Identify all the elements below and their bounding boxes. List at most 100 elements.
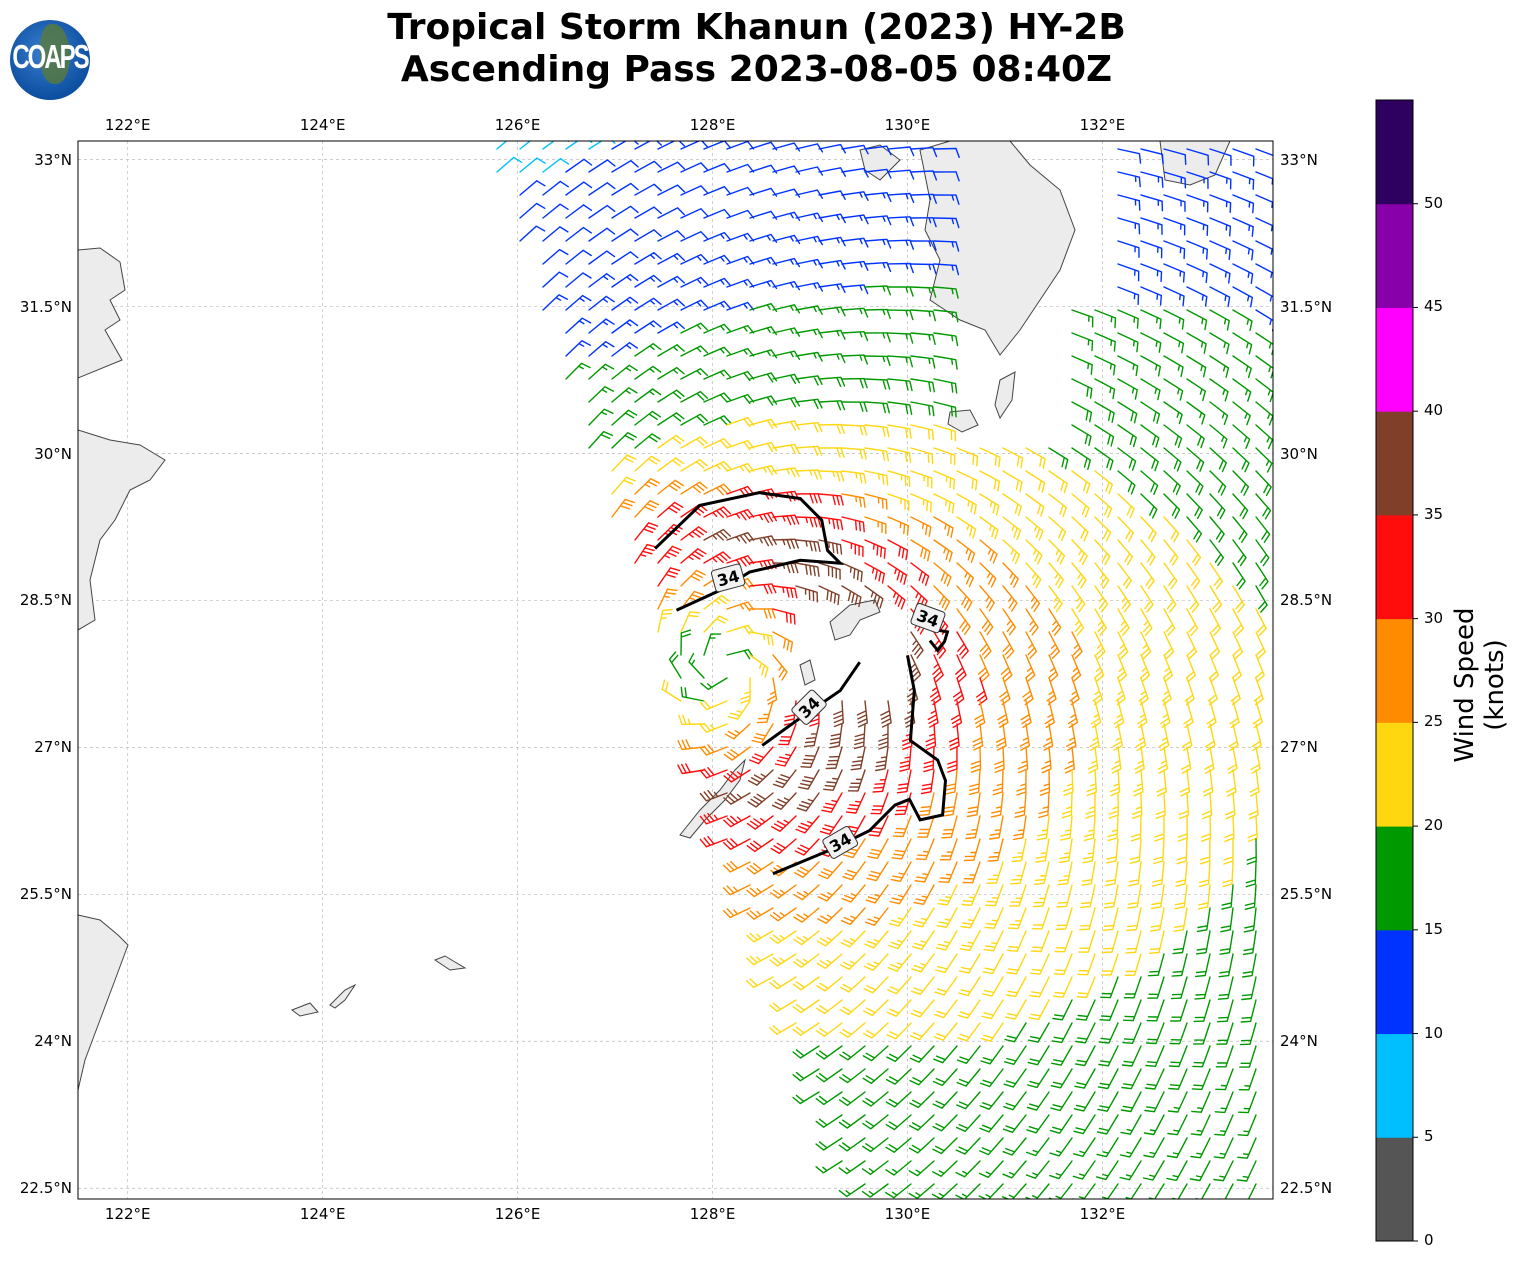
wind-barb <box>1144 1068 1165 1090</box>
colorbar-bin <box>1376 826 1413 931</box>
wind-barb <box>956 1068 981 1087</box>
wind-barb <box>1143 1114 1165 1136</box>
wind-barb <box>657 344 685 357</box>
wind-barb <box>968 769 981 796</box>
wind-barb <box>899 746 912 772</box>
wind-barb <box>933 194 960 205</box>
contour-label-box <box>791 689 827 725</box>
wind-barb <box>1092 677 1103 706</box>
wind-barb <box>866 861 889 882</box>
wind-barb <box>864 516 887 535</box>
colorbar-tick: 10 <box>1424 1023 1444 1042</box>
lat-tick-left: 31.5°N <box>19 297 72 316</box>
wind-barb <box>703 369 732 380</box>
wind-barb <box>1002 1183 1027 1199</box>
wind-barb <box>932 654 944 683</box>
lat-tick-right: 24°N <box>1280 1032 1318 1051</box>
colorbar-tick: 35 <box>1424 504 1444 523</box>
wind-barb <box>887 562 908 585</box>
wind-barb <box>611 251 639 265</box>
wind-barb <box>817 884 843 902</box>
wind-barb <box>933 171 960 182</box>
wind-barb <box>634 410 661 426</box>
wind-barb <box>818 470 845 482</box>
wind-barb <box>746 815 774 830</box>
wind-barb <box>792 1068 820 1082</box>
lat-tick-left: 30°N <box>34 444 72 463</box>
wind-barb <box>1048 585 1063 613</box>
wind-barb <box>1121 1068 1142 1090</box>
wind-barb <box>726 141 755 150</box>
wind-barb <box>723 746 751 761</box>
wind-barb <box>1220 907 1234 933</box>
wind-barb <box>1017 746 1029 774</box>
wind-barb <box>864 907 889 926</box>
wind-barb <box>864 332 891 343</box>
wind-barb <box>795 351 823 362</box>
wind-barb <box>841 585 862 608</box>
wind-barb <box>933 516 954 538</box>
wind-barb <box>1147 976 1165 999</box>
lon-tick-bottom: 128°E <box>689 1205 736 1223</box>
wind-barb <box>818 516 844 531</box>
wind-barb <box>910 562 930 586</box>
wind-barb <box>892 815 912 838</box>
wind-barb <box>703 323 732 334</box>
wind-barb <box>1032 884 1050 908</box>
wind-barb <box>886 999 912 1017</box>
colorbar-bin <box>1376 618 1413 723</box>
wind-barb <box>1117 263 1140 282</box>
wind-barb <box>910 539 931 562</box>
wind-barb <box>862 1022 889 1039</box>
wind-barb <box>726 532 755 544</box>
wind-barb <box>1255 516 1271 543</box>
wind-barb <box>838 1183 866 1198</box>
wind-barb <box>887 286 914 297</box>
wind-barb <box>1209 585 1223 613</box>
wind-barb <box>1186 240 1208 260</box>
wind-barb <box>1140 470 1159 495</box>
wind-barb <box>565 158 593 173</box>
wind-barb <box>749 654 769 678</box>
wind-barb <box>1071 332 1094 352</box>
wind-barb <box>1185 654 1196 683</box>
wind-barb <box>992 769 1004 796</box>
wind-barb <box>703 595 731 610</box>
wind-barb <box>1072 1160 1096 1180</box>
wind-barb <box>961 884 981 906</box>
wind-barb <box>1025 608 1039 636</box>
wind-barb <box>749 418 778 429</box>
wind-barb <box>979 631 992 659</box>
wind-barb <box>1189 1160 1211 1182</box>
wind-barb <box>657 545 682 564</box>
wind-barb <box>933 401 957 418</box>
wind-barb <box>1115 677 1126 706</box>
wind-barb <box>746 976 774 989</box>
wind-barb <box>722 860 751 873</box>
wind-barb <box>749 303 778 313</box>
wind-barb <box>887 953 912 972</box>
wind-barb <box>864 562 885 584</box>
wind-barb <box>1072 1137 1096 1157</box>
wind-barb <box>1237 1114 1257 1137</box>
contour-label: 34 <box>710 563 746 593</box>
wind-barb <box>1163 378 1184 401</box>
colorbar-bin <box>1376 203 1413 308</box>
colorbar-tick: 20 <box>1424 816 1444 835</box>
wind-barb <box>1163 263 1185 283</box>
wind-barb <box>1117 424 1137 448</box>
wind-barb <box>841 307 869 318</box>
wind-barb <box>910 309 936 322</box>
wind-barb <box>978 1160 1004 1178</box>
wind-barb <box>1173 907 1188 932</box>
wind-barb <box>1177 815 1188 842</box>
wind-barb <box>1025 1183 1050 1199</box>
wind-barb <box>1163 424 1183 448</box>
wind-barb <box>1074 1045 1096 1067</box>
wind-barb <box>746 884 774 898</box>
wind-barb <box>1186 148 1210 166</box>
wind-barb <box>795 398 823 409</box>
coaps-logo: COAPS <box>10 20 90 100</box>
wind-barb <box>1058 838 1073 864</box>
wind-barb <box>864 930 889 949</box>
